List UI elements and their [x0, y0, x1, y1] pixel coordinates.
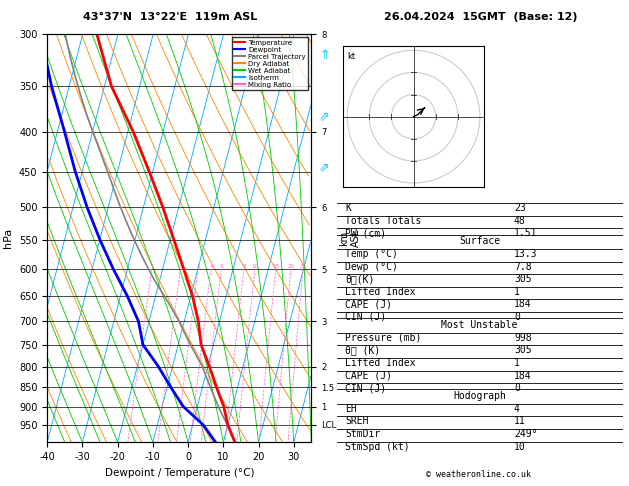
- Text: Temp (°C): Temp (°C): [345, 249, 398, 259]
- Text: CIN (J): CIN (J): [345, 312, 386, 322]
- Text: 1: 1: [514, 287, 520, 297]
- Text: 0: 0: [514, 383, 520, 393]
- Text: kt: kt: [347, 52, 355, 61]
- Text: 1: 1: [150, 264, 153, 269]
- Text: 8: 8: [242, 264, 246, 269]
- Text: 184: 184: [514, 299, 532, 310]
- Text: 20: 20: [287, 264, 294, 269]
- Text: 23: 23: [514, 203, 526, 213]
- Text: 10: 10: [514, 442, 526, 451]
- Text: Hodograph: Hodograph: [453, 391, 506, 401]
- Text: 4: 4: [209, 264, 213, 269]
- Text: 13.3: 13.3: [514, 249, 537, 259]
- Text: Lifted Index: Lifted Index: [345, 287, 416, 297]
- Text: EH: EH: [345, 404, 357, 414]
- Text: θᴇ (K): θᴇ (K): [345, 346, 381, 355]
- Text: 249°: 249°: [514, 429, 537, 439]
- Text: © weatheronline.co.uk: © weatheronline.co.uk: [426, 469, 530, 479]
- Text: 2: 2: [179, 264, 182, 269]
- Text: 7.8: 7.8: [514, 261, 532, 272]
- Text: CAPE (J): CAPE (J): [345, 299, 392, 310]
- Text: 4: 4: [514, 404, 520, 414]
- X-axis label: Dewpoint / Temperature (°C): Dewpoint / Temperature (°C): [104, 468, 254, 478]
- Text: 15: 15: [272, 264, 279, 269]
- Text: 25: 25: [299, 264, 306, 269]
- Text: CAPE (J): CAPE (J): [345, 370, 392, 381]
- Text: θᴇ(K): θᴇ(K): [345, 274, 374, 284]
- Text: 48: 48: [514, 216, 526, 226]
- Text: K: K: [345, 203, 351, 213]
- Text: 184: 184: [514, 370, 532, 381]
- Text: 10: 10: [252, 264, 259, 269]
- Text: 0: 0: [514, 312, 520, 322]
- Text: Most Unstable: Most Unstable: [442, 320, 518, 330]
- Text: 3: 3: [196, 264, 200, 269]
- Text: StmDir: StmDir: [345, 429, 381, 439]
- Text: ⇗: ⇗: [320, 161, 330, 174]
- Text: 305: 305: [514, 346, 532, 355]
- Text: PW (cm): PW (cm): [345, 228, 386, 238]
- Text: ⇑: ⇑: [320, 50, 330, 62]
- Legend: Temperature, Dewpoint, Parcel Trajectory, Dry Adiabat, Wet Adiabat, Isotherm, Mi: Temperature, Dewpoint, Parcel Trajectory…: [232, 37, 308, 90]
- Text: ⇗: ⇗: [320, 110, 330, 123]
- Text: 305: 305: [514, 274, 532, 284]
- Text: 26.04.2024  15GMT  (Base: 12): 26.04.2024 15GMT (Base: 12): [384, 12, 578, 22]
- Text: Dewp (°C): Dewp (°C): [345, 261, 398, 272]
- Text: 1: 1: [514, 358, 520, 368]
- Text: Pressure (mb): Pressure (mb): [345, 333, 421, 343]
- Text: 998: 998: [514, 333, 532, 343]
- Y-axis label: km
ASL: km ASL: [339, 229, 360, 247]
- Text: Totals Totals: Totals Totals: [345, 216, 421, 226]
- Text: StmSpd (kt): StmSpd (kt): [345, 442, 409, 451]
- Text: SREH: SREH: [345, 417, 369, 427]
- Text: Lifted Index: Lifted Index: [345, 358, 416, 368]
- Text: Surface: Surface: [459, 236, 500, 246]
- Text: CIN (J): CIN (J): [345, 383, 386, 393]
- Text: 11: 11: [514, 417, 526, 427]
- Text: 5: 5: [220, 264, 223, 269]
- Y-axis label: hPa: hPa: [3, 228, 13, 248]
- Text: 1.51: 1.51: [514, 228, 537, 238]
- Text: 43°37'N  13°22'E  119m ASL: 43°37'N 13°22'E 119m ASL: [82, 12, 257, 22]
